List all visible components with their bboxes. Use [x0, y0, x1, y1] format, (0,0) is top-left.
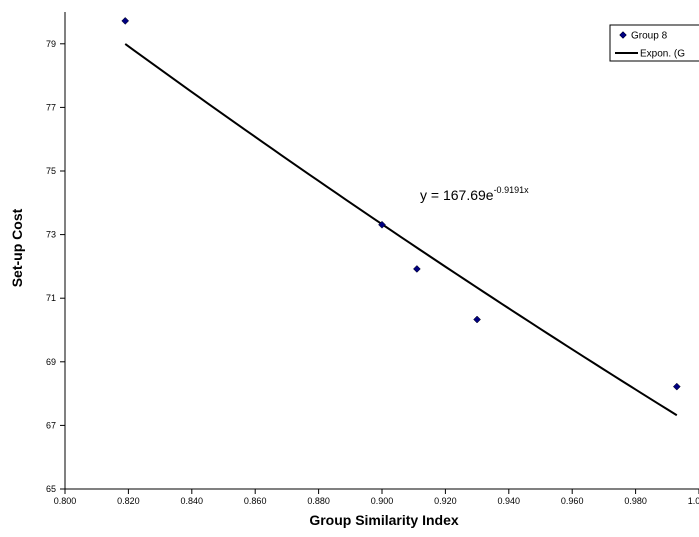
- x-tick-label: 0.920: [434, 496, 457, 506]
- data-point: [413, 265, 421, 273]
- x-tick-label: 0.840: [181, 496, 204, 506]
- x-tick-label: 1.000: [688, 496, 699, 506]
- legend-box: [609, 24, 699, 62]
- y-tick-label: 67: [46, 420, 56, 430]
- data-point: [672, 382, 681, 391]
- legend-label-group-8: Group 8: [631, 31, 668, 42]
- y-tick-label: 75: [46, 166, 56, 176]
- x-tick-label: 0.980: [624, 496, 647, 506]
- equation-exponent: -0.9191x: [494, 185, 530, 195]
- x-tick-label: 0.880: [307, 496, 330, 506]
- x-axis-ticks: 0.800 0.820 0.840 0.860 0.880 0.900 0.920 0.940…: [54, 489, 699, 506]
- x-tick-label: 0.800: [54, 496, 77, 506]
- x-tick-label: 0.820: [117, 496, 140, 506]
- x-tick-label: 0.900: [371, 496, 394, 506]
- legend: Group 8 Expon. (G: [609, 24, 699, 62]
- exponential-trendline: [124, 43, 678, 417]
- y-tick-label: 65: [46, 484, 56, 494]
- trendline-equation: y = 167.69e-0.9191x: [420, 185, 529, 203]
- y-tick-label: 71: [46, 293, 56, 303]
- data-points: [121, 17, 681, 391]
- y-tick-label: 77: [46, 102, 56, 112]
- data-point: [121, 17, 130, 25]
- y-axis-ticks: 65 67 69 71 73 75 77 79: [46, 39, 65, 494]
- data-point: [473, 315, 481, 324]
- y-axis-title: Set-up Cost: [9, 208, 25, 287]
- legend-marker-group-8: [619, 31, 627, 39]
- legend-label-trendline: Expon. (G: [640, 49, 685, 60]
- y-tick-label: 79: [46, 39, 56, 49]
- plot-axes: [64, 12, 699, 490]
- y-tick-label: 73: [46, 230, 56, 240]
- x-tick-label: 0.960: [561, 496, 584, 506]
- x-tick-label: 0.940: [498, 496, 521, 506]
- data-point: [378, 220, 386, 229]
- x-axis-title: Group Similarity Index: [309, 512, 459, 528]
- equation-base: y = 167.69e: [420, 187, 494, 203]
- x-tick-label: 0.860: [244, 496, 267, 506]
- y-tick-label: 69: [46, 357, 56, 367]
